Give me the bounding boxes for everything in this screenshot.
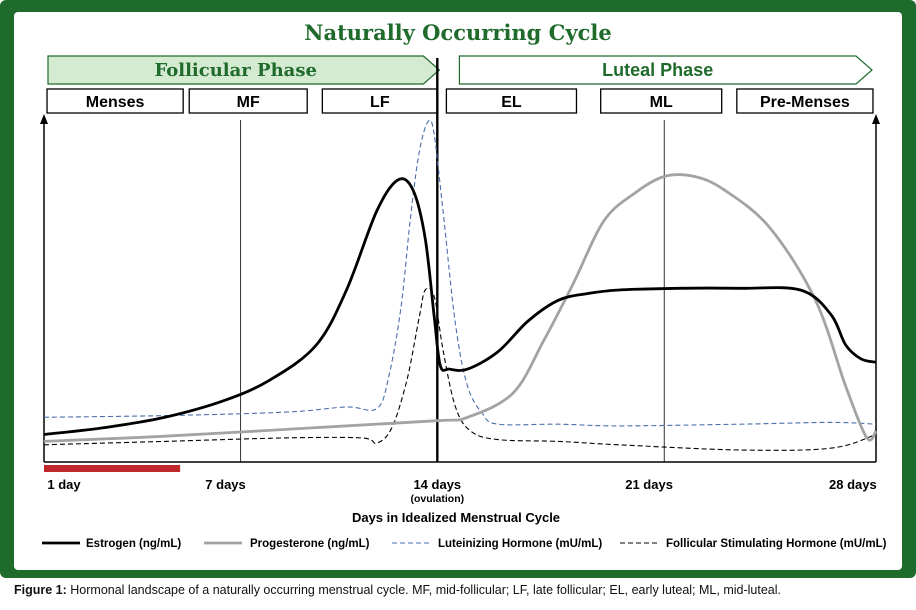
x-tick-label-1: 1 day bbox=[47, 477, 81, 492]
chart-svg: Follicular Phase Luteal Phase Menses MF LF EL… bbox=[40, 55, 887, 550]
legend-label-estrogen: Estrogen (ng/mL) bbox=[86, 538, 181, 550]
phase-label-luteal: Luteal Phase bbox=[602, 60, 713, 80]
x-tick-label-28: 28 days bbox=[829, 477, 877, 492]
x-tick-label-7: 7 days bbox=[205, 477, 245, 492]
subphase-box-menses bbox=[46, 88, 184, 114]
subphase-box-ml bbox=[600, 88, 723, 114]
series-line-fsh bbox=[43, 287, 877, 451]
series-line-progesterone bbox=[43, 173, 878, 443]
subphase-label-menses: Menses bbox=[86, 94, 145, 111]
x-tick-label-14: 14 days bbox=[413, 477, 461, 492]
x-axis-title: Days in Idealized Menstrual Cycle bbox=[352, 510, 560, 525]
subphase-box-mf bbox=[188, 88, 308, 114]
y-axis-left-arrow bbox=[40, 114, 48, 124]
subphase-box-pre-menses bbox=[736, 88, 874, 114]
caption-text: Hormonal landscape of a naturally occurr… bbox=[66, 583, 781, 597]
subphase-box-lf bbox=[321, 88, 438, 114]
series-line-estrogen bbox=[43, 177, 877, 436]
chart-title: Naturally Occurring Cycle bbox=[304, 20, 612, 45]
legend-label-progesterone: Progesterone (ng/mL) bbox=[250, 538, 370, 550]
legend-label-lh: Luteinizing Hormone (mU/mL) bbox=[438, 538, 602, 550]
phase-arrow-follicular bbox=[47, 55, 441, 85]
caption-label: Figure 1: bbox=[14, 583, 67, 597]
phase-arrow-luteal bbox=[458, 55, 873, 85]
subphase-label-ml: ML bbox=[650, 94, 673, 111]
subphase-label-el: EL bbox=[501, 94, 522, 111]
legend-label-fsh: Follicular Stimulating Hormone (mU/mL) bbox=[666, 538, 887, 550]
x-tick-label-21: 21 days bbox=[625, 477, 673, 492]
phase-label-follicular: Follicular Phase bbox=[154, 60, 316, 81]
x-tick-sublabel-14: (ovulation) bbox=[410, 493, 464, 505]
series-line-lh bbox=[43, 119, 877, 427]
subphase-label-mf: MF bbox=[237, 94, 260, 111]
menses-bar bbox=[44, 465, 181, 472]
y-axis-right-arrow bbox=[872, 114, 880, 124]
figure-caption: Figure 1: Hormonal landscape of a natura… bbox=[14, 583, 781, 597]
subphase-box-el bbox=[445, 88, 578, 114]
subphase-label-lf: LF bbox=[370, 94, 390, 111]
subphase-label-pre-menses: Pre-Menses bbox=[760, 94, 850, 111]
